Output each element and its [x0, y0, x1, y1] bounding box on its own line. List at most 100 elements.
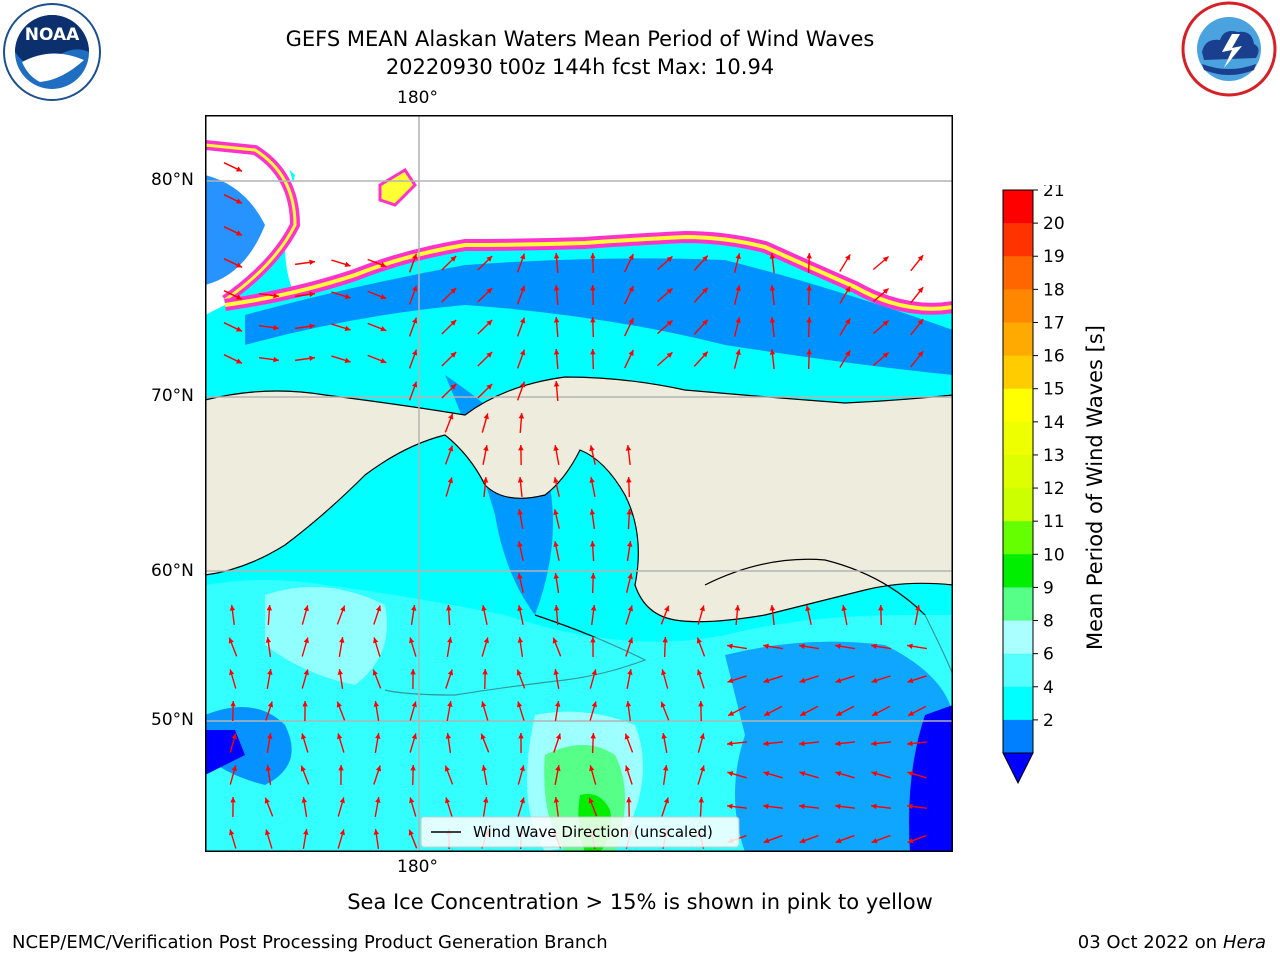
wave-arrow-head: [230, 797, 236, 803]
wave-arrow-head: [666, 256, 673, 262]
wave-arrow-head: [517, 701, 523, 708]
wave-arrow-head: [907, 643, 913, 649]
wave-arrow-head: [410, 669, 416, 675]
wave-arrow-head: [344, 261, 351, 267]
wave-arrow-head: [728, 710, 735, 716]
wave-arrow-head: [309, 355, 315, 362]
graticule: [205, 115, 953, 852]
wave-arrow-head: [520, 285, 526, 292]
wave-arrow-head: [917, 319, 924, 326]
wave-arrow-head: [845, 318, 851, 325]
colorbar-segment: [1003, 554, 1033, 588]
wave-arrow-head: [727, 643, 733, 649]
wave-arrow-head: [660, 701, 666, 708]
wave-arrow-head: [882, 288, 889, 295]
wave-arrow-head: [626, 477, 632, 483]
wave-arrow-head: [553, 317, 560, 323]
wave-arrow-head: [410, 765, 416, 771]
colorbar-segment: [1003, 322, 1033, 357]
wave-arrow-head: [590, 573, 596, 579]
wave-arrow-head: [448, 445, 454, 452]
colorbar-tick-label: 14: [1043, 413, 1065, 433]
colorbar-tick-label: 13: [1043, 446, 1065, 466]
wave-arrow-head: [309, 323, 315, 330]
wave-arrow-head: [696, 637, 702, 644]
wave-arrow-head: [555, 765, 561, 771]
wave-arrow-head: [907, 771, 914, 777]
wave-arrow-head: [380, 358, 387, 364]
wave-arrow-head: [799, 740, 805, 747]
wave-arrow-head: [699, 605, 705, 612]
wave-arrow-head: [589, 765, 595, 772]
colorbar-tick-label: 4: [1043, 678, 1054, 698]
footer-right: 03 Oct 2022 on Hera: [1078, 932, 1266, 953]
wave-arrow-head: [339, 797, 345, 804]
wave-arrow-head: [734, 605, 741, 611]
wave-arrow-head: [481, 605, 487, 612]
wave-arrow-head: [799, 838, 806, 844]
wave-arrow-head: [763, 740, 769, 747]
wave-arrow-head: [763, 643, 769, 649]
wave-arrow-head: [553, 349, 560, 355]
colorbar-tick-label: 18: [1043, 280, 1065, 300]
wave-arrow-head: [800, 710, 807, 716]
wave-arrow-head: [309, 291, 315, 298]
wave-arrow-head: [553, 797, 560, 803]
colorbar-segment: [1003, 421, 1033, 456]
wave-arrow-head: [482, 669, 488, 675]
noaa-logo: NOAA: [2, 2, 102, 102]
wave-arrow-head: [590, 317, 596, 323]
wave-arrow-head: [769, 317, 776, 323]
wave-arrow-head: [555, 733, 562, 740]
wave-arrow-head: [482, 477, 489, 483]
wave-arrow-head: [517, 573, 523, 580]
wave-arrow-head: [799, 803, 805, 810]
wave-arrow-head: [410, 605, 417, 611]
wave-arrow-head: [871, 643, 877, 649]
wave-arrow-head: [627, 637, 634, 644]
colorbar: 21 20 19 18 17 16 15 14 13 12 11 10 9 8 6 4 2: [995, 181, 1075, 785]
wave-arrow-head: [835, 643, 841, 649]
wave-arrow-head: [375, 733, 381, 739]
wave-arrow-head: [882, 256, 889, 263]
wave-arrow-head: [628, 285, 634, 292]
colorbar-segment: [1003, 289, 1033, 323]
wave-arrow-head: [447, 701, 453, 707]
colorbar-tick-label: 9: [1043, 578, 1054, 598]
wave-arrow-head: [696, 669, 703, 676]
map-legend: Wind Wave Direction (unscaled): [420, 816, 740, 848]
wave-arrow-head: [699, 765, 705, 772]
wave-arrow-head: [236, 262, 243, 268]
wave-arrow-head: [702, 255, 708, 262]
wave-arrow-head: [664, 605, 670, 612]
band-east-pacific: [725, 641, 953, 852]
wave-arrow-head: [871, 803, 877, 810]
wave-arrow-head: [590, 637, 596, 643]
wave-arrow-head: [483, 797, 489, 803]
wave-arrow-head: [845, 350, 851, 357]
wave-arrow-head: [411, 733, 417, 740]
wave-arrow-head: [517, 605, 523, 612]
wave-arrow-head: [627, 605, 634, 612]
wave-arrow-head: [553, 669, 559, 675]
colorbar-segment: [1003, 620, 1033, 655]
wave-arrow-head: [806, 253, 812, 259]
colorbar-segment: [1003, 653, 1033, 688]
wave-arrow-head: [302, 701, 308, 707]
wave-arrow-head: [628, 253, 634, 260]
wave-arrow-head: [375, 797, 381, 803]
wave-arrow-head: [267, 669, 273, 675]
wave-arrow-head: [409, 637, 415, 644]
wave-arrow-head: [845, 286, 851, 293]
wave-arrow-head: [483, 637, 489, 644]
colorbar-segment: [1003, 686, 1033, 721]
wave-arrow-head: [835, 838, 842, 844]
legend-label: Wind Wave Direction (unscaled): [473, 823, 713, 841]
wave-arrow-head: [265, 637, 272, 643]
wave-arrow-head: [727, 740, 733, 747]
wave-arrow-head: [871, 771, 878, 777]
wave-arrow-head: [344, 293, 351, 299]
wave-arrow-head: [835, 740, 841, 747]
wave-arrow-head: [344, 325, 351, 331]
wave-arrow-head: [516, 669, 522, 676]
